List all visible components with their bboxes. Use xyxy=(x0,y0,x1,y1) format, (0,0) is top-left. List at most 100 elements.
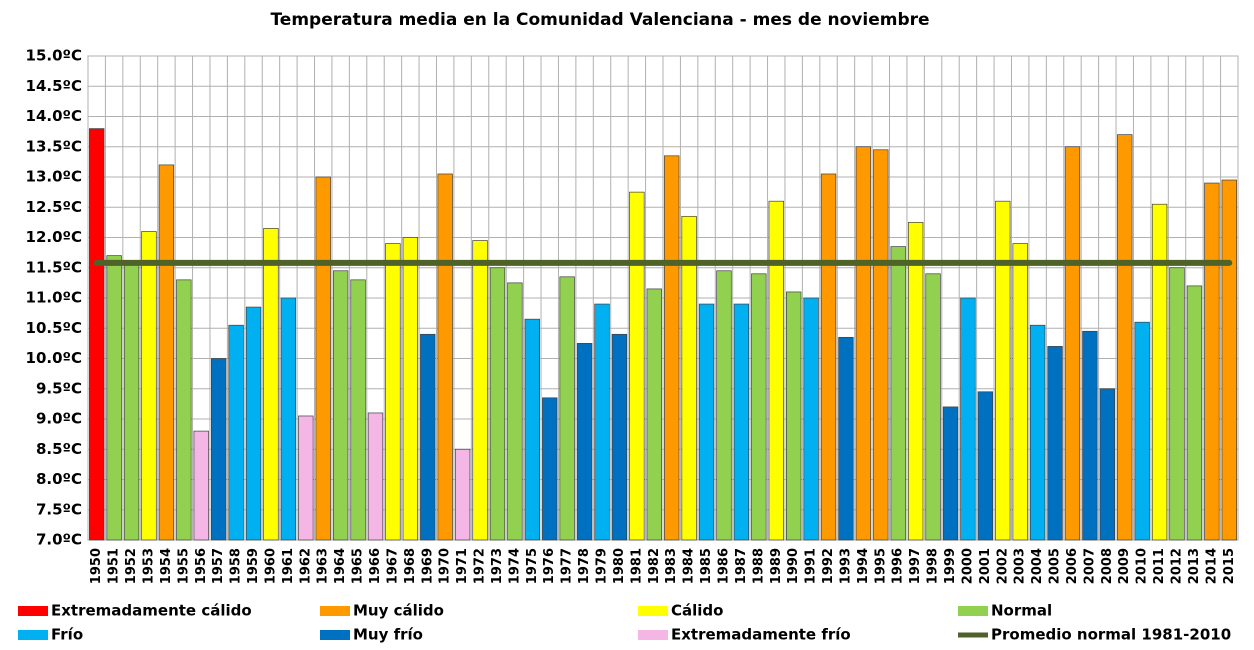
bar xyxy=(1134,321,1150,541)
x-tick-label: 1982 xyxy=(647,548,662,584)
bar xyxy=(176,279,192,541)
y-tick-label: 15.0ºC xyxy=(26,47,82,65)
bar xyxy=(1169,267,1185,541)
x-tick-label: 1956 xyxy=(194,548,209,584)
x-tick-label: 2009 xyxy=(1117,548,1132,584)
x-tick-label: 1990 xyxy=(786,548,801,584)
x-tick-label: 1964 xyxy=(333,548,348,584)
x-tick-label: 1997 xyxy=(908,548,923,584)
y-tick-label: 10.0ºC xyxy=(26,349,82,367)
x-tick-label: 1977 xyxy=(560,548,575,584)
x-tick-label: 1970 xyxy=(438,548,453,584)
bar xyxy=(942,406,959,541)
bar xyxy=(977,391,994,541)
bar xyxy=(1204,182,1220,541)
bar xyxy=(211,358,227,541)
x-tick-label: 1974 xyxy=(507,548,522,584)
x-tick-label: 1992 xyxy=(821,548,836,584)
bar xyxy=(350,279,366,541)
x-tick-label: 1983 xyxy=(664,548,679,584)
bar xyxy=(507,282,523,541)
x-tick-label: 1994 xyxy=(856,548,871,584)
bar xyxy=(786,291,802,541)
legend-symbol xyxy=(320,606,350,616)
bar xyxy=(280,297,297,541)
x-tick-label: 1972 xyxy=(473,548,488,584)
x-tick-label: 1988 xyxy=(751,548,766,584)
bar xyxy=(594,303,610,541)
legend-symbol xyxy=(958,606,988,616)
bar xyxy=(524,318,540,541)
x-tick-label: 2002 xyxy=(995,548,1010,584)
x-tick-label: 1996 xyxy=(891,548,906,584)
bar xyxy=(1221,179,1237,541)
x-tick-label: 1954 xyxy=(159,548,174,584)
bar xyxy=(106,255,122,541)
bar xyxy=(803,297,819,541)
y-tick-label: 12.0ºC xyxy=(26,228,82,246)
x-tick-label: 1959 xyxy=(246,548,261,584)
x-tick-label: 1989 xyxy=(769,548,784,584)
bar xyxy=(1151,203,1168,541)
bar xyxy=(1047,346,1063,541)
bar xyxy=(245,306,262,541)
y-tick-label: 9.0ºC xyxy=(36,410,82,428)
legend-label: Extremadamente cálido xyxy=(51,602,252,620)
x-tick-label: 1995 xyxy=(873,548,888,584)
x-tick-label: 1950 xyxy=(89,548,104,584)
legend-symbol xyxy=(638,630,668,640)
x-tick-label: 2007 xyxy=(1082,548,1097,584)
x-tick-label: 2010 xyxy=(1135,548,1150,584)
y-tick-label: 13.5ºC xyxy=(26,137,82,155)
bar xyxy=(890,246,906,541)
x-tick-label: 1962 xyxy=(298,548,313,584)
bar xyxy=(664,155,680,541)
bar xyxy=(193,430,209,541)
x-tick-label: 1991 xyxy=(804,548,819,584)
bar xyxy=(472,240,488,541)
legend-symbol xyxy=(18,630,48,640)
x-tick-label: 2014 xyxy=(1204,548,1219,584)
x-tick-label: 1961 xyxy=(281,548,296,584)
bar xyxy=(960,297,976,541)
bar xyxy=(420,333,436,541)
bar xyxy=(820,173,837,541)
bar xyxy=(1186,285,1203,541)
legend-symbol xyxy=(638,606,668,616)
bar xyxy=(733,303,750,541)
bar xyxy=(315,176,331,541)
bar xyxy=(123,261,140,541)
x-tick-label: 1963 xyxy=(316,548,331,584)
x-tick-label: 1968 xyxy=(403,548,418,584)
legend-label: Promedio normal 1981-2010 xyxy=(991,626,1231,644)
bar xyxy=(454,448,471,541)
x-tick-label: 1952 xyxy=(124,548,139,584)
y-tick-label: 12.5ºC xyxy=(26,198,82,216)
y-tick-label: 7.0ºC xyxy=(36,531,82,549)
x-tick-label: 1971 xyxy=(455,548,470,584)
bar xyxy=(838,336,854,541)
bar xyxy=(367,412,384,541)
x-tick-label: 1993 xyxy=(838,548,853,584)
x-tick-label: 2001 xyxy=(978,548,993,584)
x-tick-label: 1973 xyxy=(490,548,505,584)
legend-label: Muy frío xyxy=(353,626,423,644)
x-tick-label: 1980 xyxy=(612,548,627,584)
bar xyxy=(751,273,767,541)
x-tick-label: 1966 xyxy=(368,548,383,584)
y-tick-label: 7.5ºC xyxy=(36,500,82,518)
bar xyxy=(925,273,941,541)
x-tick-label: 1955 xyxy=(176,548,191,584)
y-tick-label: 14.5ºC xyxy=(26,77,82,95)
bar xyxy=(559,276,575,541)
x-tick-label: 2012 xyxy=(1170,548,1185,584)
legend-label: Frío xyxy=(51,626,83,644)
x-tick-label: 1969 xyxy=(420,548,435,584)
x-tick-label: 1953 xyxy=(141,548,156,584)
x-tick-label: 1981 xyxy=(629,548,644,584)
bar xyxy=(907,222,924,541)
bar xyxy=(1064,146,1081,541)
bar xyxy=(1012,243,1028,541)
bar xyxy=(542,397,558,541)
